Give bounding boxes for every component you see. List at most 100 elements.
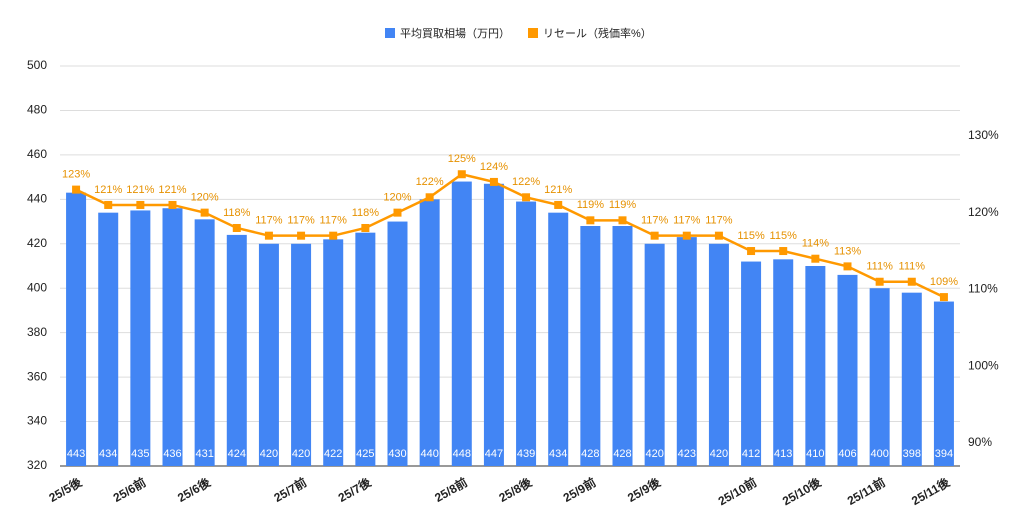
line-value-label: 118%: [223, 207, 251, 219]
line-value-label: 121%: [158, 184, 186, 196]
bar-value-label: 420: [645, 448, 663, 460]
y-tick-label: 360: [27, 369, 47, 383]
bar-value-label: 412: [742, 448, 760, 460]
bar: [98, 212, 119, 466]
bar-value-label: 410: [806, 448, 824, 460]
line-value-label: 122%: [416, 176, 444, 188]
bar-value-label: 439: [517, 448, 535, 460]
bar-value-label: 434: [549, 448, 567, 460]
line-value-label: 122%: [512, 176, 540, 188]
bar: [483, 183, 504, 466]
bar: [419, 199, 440, 467]
bar-value-label: 434: [99, 448, 117, 460]
y2-tick-label: 90%: [968, 435, 992, 449]
line-marker: [489, 177, 498, 186]
line-marker: [104, 200, 113, 209]
x-tick-label: 25/10後: [780, 474, 825, 509]
bar-value-label: 413: [774, 448, 792, 460]
bar: [869, 288, 890, 466]
legend-label: 平均買取相場（万円）: [400, 27, 510, 40]
bar-value-label: 447: [485, 448, 503, 460]
bar-value-label: 435: [131, 448, 149, 460]
line-marker: [907, 277, 916, 286]
line-marker: [682, 231, 691, 240]
bar: [66, 192, 87, 466]
line-marker: [522, 193, 531, 202]
bar-value-label: 431: [195, 448, 213, 460]
bar: [901, 292, 922, 466]
bar: [741, 261, 762, 466]
x-tick-label: 25/11前: [844, 474, 887, 508]
x-tick-label: 25/11後: [909, 474, 953, 508]
y-tick-label: 480: [27, 103, 47, 117]
bar: [451, 181, 472, 467]
bar-value-label: 428: [613, 448, 631, 460]
x-tick-label: 25/9前: [560, 474, 598, 505]
line-value-label: 117%: [641, 215, 669, 227]
bar-value-label: 428: [581, 448, 599, 460]
line-value-label: 119%: [577, 199, 605, 211]
y2-tick-label: 130%: [968, 128, 999, 142]
line-marker: [714, 231, 723, 240]
bar: [837, 274, 858, 466]
bar: [548, 212, 569, 466]
line-value-label: 115%: [770, 230, 798, 242]
bar: [516, 201, 537, 467]
line-value-label: 121%: [94, 184, 122, 196]
line-marker: [650, 231, 659, 240]
bar-value-label: 425: [356, 448, 374, 460]
bar: [323, 239, 344, 466]
bar-value-label: 398: [903, 448, 921, 460]
line-value-label: 120%: [383, 192, 411, 204]
y2-tick-label: 100%: [968, 358, 999, 372]
line-value-label: 115%: [737, 230, 765, 242]
line-value-label: 117%: [255, 215, 283, 227]
bar: [708, 243, 729, 466]
line-marker: [168, 200, 177, 209]
x-tick-label: 25/8前: [432, 474, 470, 505]
y-tick-label: 400: [27, 280, 47, 294]
line-marker: [200, 208, 209, 217]
line-value-label: 117%: [287, 215, 315, 227]
bar: [291, 243, 312, 466]
y2-tick-label: 120%: [968, 205, 999, 219]
bar: [644, 243, 665, 466]
bar-value-label: 436: [163, 448, 181, 460]
bar-value-label: 422: [324, 448, 342, 460]
y-tick-label: 340: [27, 414, 47, 428]
line-marker: [457, 170, 466, 179]
line-marker: [875, 277, 884, 286]
x-tick-label: 25/6後: [175, 474, 214, 505]
line-marker: [554, 200, 563, 209]
line-value-label: 111%: [899, 261, 926, 273]
bar: [355, 232, 376, 466]
bar-value-label: 406: [838, 448, 856, 460]
bar: [580, 226, 601, 466]
bar: [130, 210, 151, 466]
line-value-label: 123%: [62, 169, 90, 181]
line-value-label: 117%: [705, 215, 733, 227]
y2-tick-label: 110%: [968, 282, 998, 296]
bar-value-label: 443: [67, 448, 85, 460]
line-marker: [72, 185, 81, 194]
bar: [162, 208, 183, 466]
bar: [387, 221, 408, 466]
legend-swatch: [528, 28, 538, 38]
x-tick-label: 25/10前: [715, 474, 759, 508]
line-marker: [811, 254, 820, 263]
line-value-label: 121%: [544, 184, 572, 196]
y-tick-label: 380: [27, 325, 47, 339]
line-value-label: 109%: [930, 276, 958, 288]
bar-value-label: 420: [260, 448, 278, 460]
bar-value-label: 420: [292, 448, 310, 460]
line-marker: [136, 200, 145, 209]
bar-value-label: 430: [388, 448, 406, 460]
line-value-label: 119%: [609, 199, 637, 211]
line-marker: [393, 208, 402, 217]
line: [75, 172, 945, 299]
x-tick-label: 25/7後: [335, 474, 374, 505]
x-tick-label: 25/7前: [271, 474, 309, 505]
bar-value-label: 420: [710, 448, 728, 460]
line-marker: [232, 223, 241, 232]
line-value-label: 111%: [866, 261, 893, 273]
